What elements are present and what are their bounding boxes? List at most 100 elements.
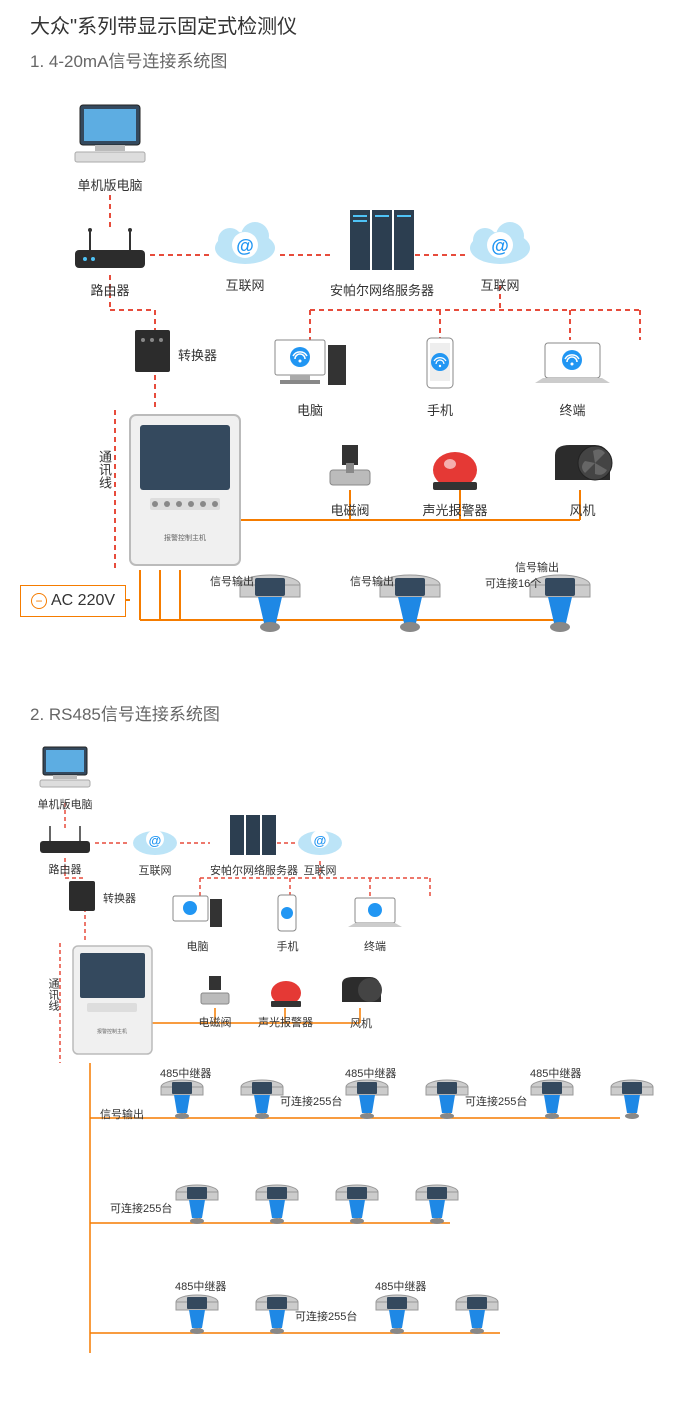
svg-text:@: @ xyxy=(149,833,162,848)
wiring-svg-2 xyxy=(0,733,700,1393)
cloud-icon: @ xyxy=(210,220,280,270)
panel-icon: 报警控制主机 xyxy=(125,410,245,570)
node-panel: 报警控制主机 xyxy=(125,410,245,573)
fan-icon xyxy=(545,435,620,495)
phone-icon xyxy=(270,893,305,935)
detector-icon xyxy=(605,1073,660,1123)
node-terminal-2: 终端 xyxy=(345,893,405,954)
detector-r2-3 xyxy=(330,1178,385,1231)
node-phone-2: 手机 xyxy=(270,893,305,954)
detector-icon xyxy=(410,1178,465,1228)
node-converter: 转换器 xyxy=(130,325,175,378)
node-valve-2: 电磁阀 xyxy=(195,973,235,1030)
server-label-2: 安帕尔网络服务器 xyxy=(210,862,298,878)
router-label-2: 路由器 xyxy=(35,861,95,877)
node-fan-2: 风机 xyxy=(335,970,387,1031)
detector-icon xyxy=(155,1073,210,1123)
detector-r1-6 xyxy=(605,1073,660,1126)
node-computer: 电脑 xyxy=(270,335,350,419)
cloud-icon: @ xyxy=(465,220,535,270)
diagram-rs485: 单机版电脑 路由器 @ 互联网 安帕尔网络服务器 xyxy=(0,733,700,1393)
detector-r1-4 xyxy=(420,1073,475,1126)
signal-out-2: 信号输出 xyxy=(350,573,394,589)
alarm-label: 声光报警器 xyxy=(420,500,490,519)
valve-label: 电磁阀 xyxy=(320,500,380,519)
internet2-label: 互联网 xyxy=(465,275,535,294)
detector-icon xyxy=(340,1073,395,1123)
computer-icon xyxy=(270,335,350,395)
terminal-label-2: 终端 xyxy=(345,938,405,954)
detector-icon xyxy=(170,1178,225,1228)
alarm-icon xyxy=(262,973,310,1011)
node-panel-2: 报警控制主机 xyxy=(70,943,155,1061)
terminal-label: 终端 xyxy=(530,400,615,419)
laptop-icon xyxy=(345,893,405,935)
node-detector-2: 信号输出 xyxy=(370,565,450,643)
monitor-icon xyxy=(70,100,150,170)
detector-icon xyxy=(370,1288,425,1338)
node-alarm-2: 声光报警器 xyxy=(258,973,313,1030)
node-server: 安帕尔网络服务器 xyxy=(330,205,434,299)
node-phone: 手机 xyxy=(415,335,465,419)
node-computer-2: 电脑 xyxy=(170,893,225,954)
alarm-label-2: 声光报警器 xyxy=(258,1014,313,1030)
monitor-icon xyxy=(35,743,95,793)
node-router: 路由器 xyxy=(70,225,150,299)
node-converter-2: 转换器 xyxy=(65,878,100,916)
node-internet2: @ 互联网 xyxy=(465,220,535,294)
node-internet-2b: @ 互联网 xyxy=(295,821,345,878)
converter-label-2: 转换器 xyxy=(103,890,136,906)
detector-icon xyxy=(330,1178,385,1228)
internet-label-2b: 互联网 xyxy=(295,862,345,878)
node-pc: 单机版电脑 xyxy=(70,100,150,194)
detector-icon xyxy=(450,1288,505,1338)
internet1-label: 互联网 xyxy=(210,275,280,294)
svg-text:@: @ xyxy=(314,833,327,848)
detector-r3-4 xyxy=(450,1288,505,1341)
detector-r2-1 xyxy=(170,1178,225,1231)
laptop-icon xyxy=(530,335,615,395)
detector-r1-3 xyxy=(340,1073,395,1126)
signal-out-3: 信号输出 xyxy=(515,559,559,575)
detector-icon xyxy=(170,1288,225,1338)
cloud-icon: @ xyxy=(295,821,345,859)
fan-label-2: 风机 xyxy=(335,1015,387,1031)
valve-label-2: 电磁阀 xyxy=(195,1014,235,1030)
comm-line-label-2: 通讯线 xyxy=(45,978,61,1011)
svg-text:@: @ xyxy=(491,236,509,256)
detector-r2-2 xyxy=(250,1178,305,1231)
phone-label: 手机 xyxy=(415,400,465,419)
computer-label: 电脑 xyxy=(270,400,350,419)
svg-text:@: @ xyxy=(236,236,254,256)
diagram-4-20ma: 单机版电脑 路由器 @ 互联网 xyxy=(0,80,700,680)
router-icon xyxy=(35,823,95,858)
detector-r1-5 xyxy=(525,1073,580,1126)
detector-r1-2 xyxy=(235,1073,290,1126)
node-internet-2a: @ 互联网 xyxy=(130,821,180,878)
pc-label-2: 单机版电脑 xyxy=(35,796,95,812)
page-title: 大众"系列带显示固定式检测仪 xyxy=(0,0,700,45)
detector-r3-1 xyxy=(170,1288,225,1341)
connect255-r2: 可连接255台 xyxy=(110,1200,172,1216)
connect16-label: 可连接16个 xyxy=(485,575,541,591)
phone-label-2: 手机 xyxy=(270,938,305,954)
fan-icon xyxy=(335,970,387,1012)
signal-out-1: 信号输出 xyxy=(210,573,254,589)
comm-line-label: 通讯线 xyxy=(95,450,114,489)
fan-label: 风机 xyxy=(545,500,620,519)
node-valve: 电磁阀 xyxy=(320,440,380,519)
svg-text:报警控制主机: 报警控制主机 xyxy=(97,1028,127,1035)
router-icon xyxy=(70,225,150,275)
signal-out-label-2: 信号输出 xyxy=(100,1106,144,1122)
converter-label: 转换器 xyxy=(178,345,217,364)
node-alarm: 声光报警器 xyxy=(420,440,490,519)
detector-r2-4 xyxy=(410,1178,465,1231)
pc-label: 单机版电脑 xyxy=(70,175,150,194)
node-pc-2: 单机版电脑 xyxy=(35,743,95,812)
computer-label-2: 电脑 xyxy=(170,938,225,954)
converter-icon xyxy=(130,325,175,375)
svg-text:报警控制主机: 报警控制主机 xyxy=(164,533,206,542)
panel-icon: 报警控制主机 xyxy=(70,943,155,1058)
node-terminal: 终端 xyxy=(530,335,615,419)
node-detector-3: 信号输出 可连接16个 xyxy=(520,565,600,643)
